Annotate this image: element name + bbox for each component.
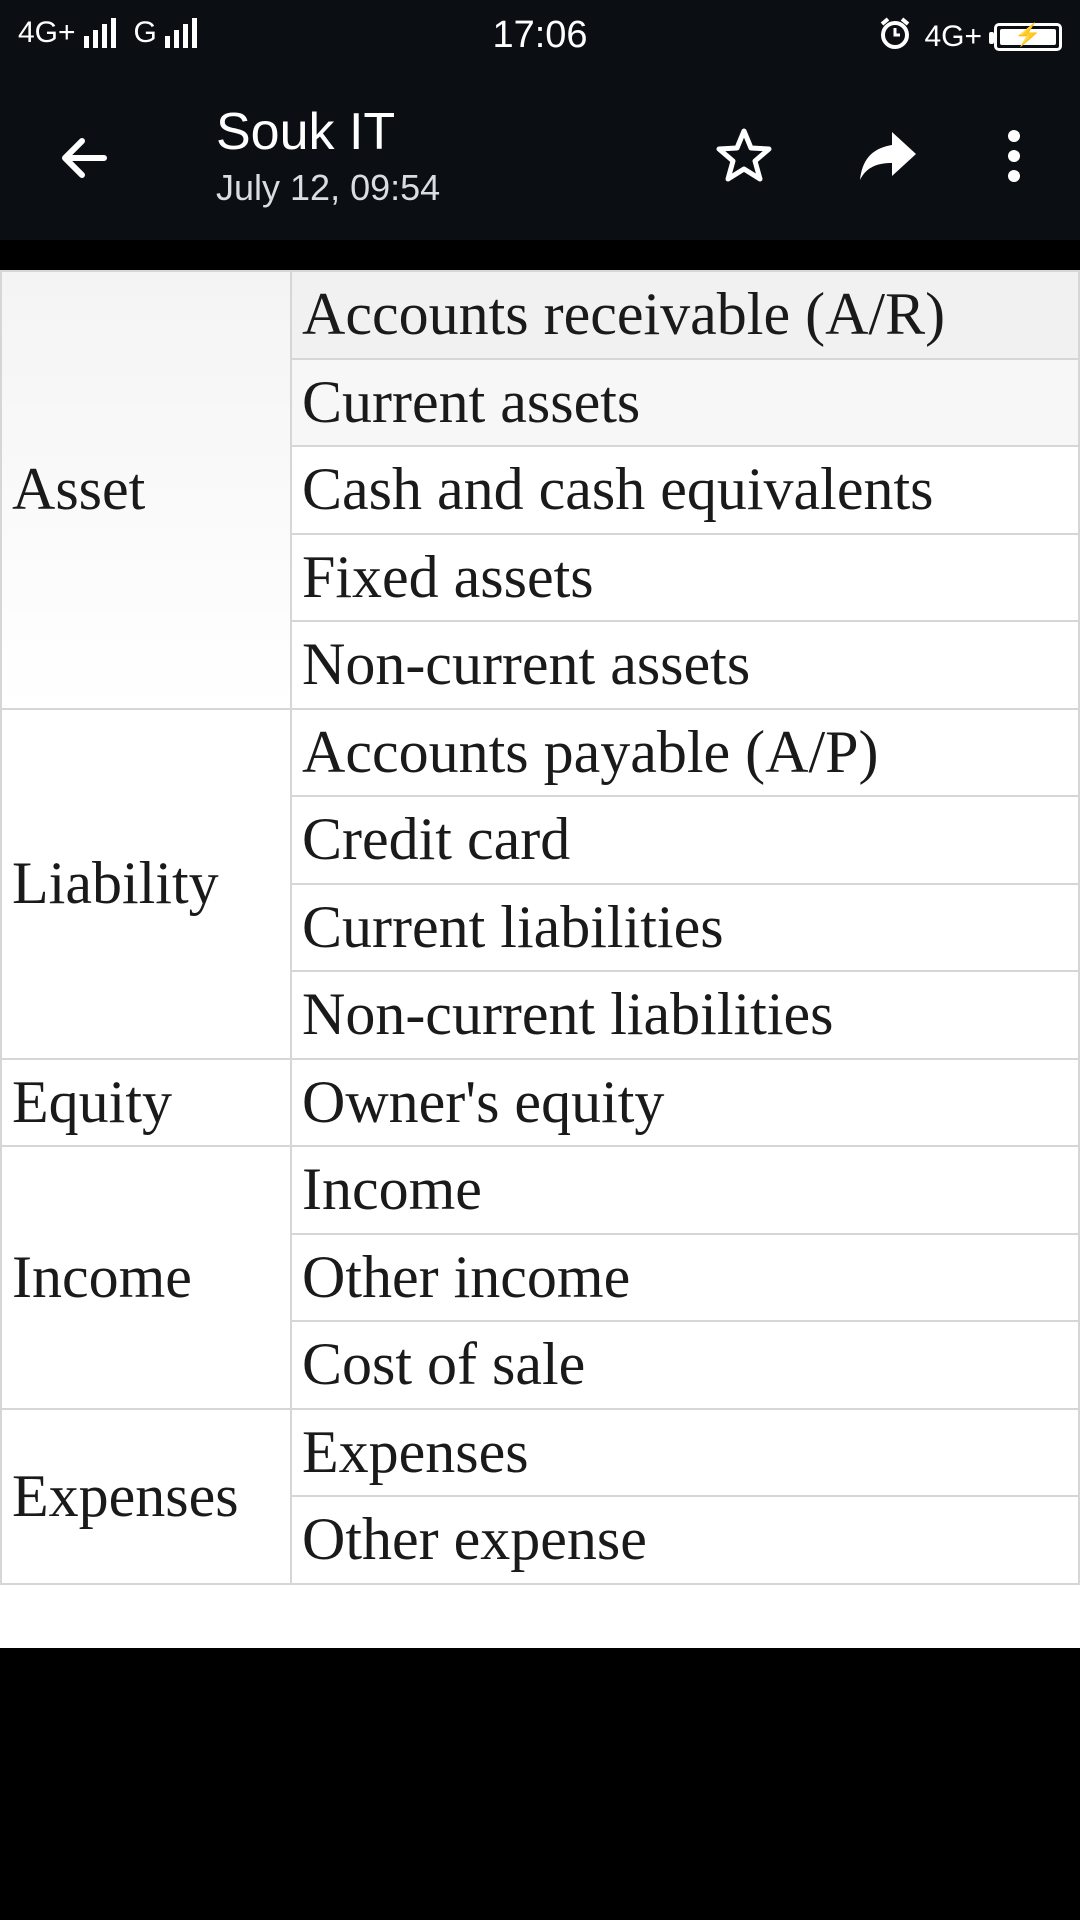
accounts-table-body: Asset Accounts receivable (A/R) Current as…	[0, 270, 1080, 1585]
table-row: Other income	[1, 1232, 1080, 1322]
account-cell: Accounts payable (A/P)	[290, 707, 1080, 797]
table-row: Non-current assets	[1, 620, 1080, 710]
status-bar: 4G+ G 17:06 4G+ ⚡	[0, 0, 1080, 76]
account-cell: Current assets	[290, 357, 1080, 447]
account-cell: Cost of sale	[290, 1320, 1080, 1410]
favorite-button[interactable]	[702, 114, 786, 198]
message-image[interactable]: Asset Accounts receivable (A/R) Current as…	[0, 270, 1080, 1648]
page-subtitle: July 12, 09:54	[216, 167, 441, 208]
signal-strength-icon	[164, 18, 197, 48]
share-icon	[860, 132, 916, 180]
table-row: Current liabilities	[1, 882, 1080, 972]
category-cell: Expenses	[0, 1407, 292, 1585]
alarm-icon	[878, 16, 912, 58]
star-icon	[716, 128, 772, 182]
account-cell: Current liabilities	[290, 882, 1080, 972]
back-arrow-icon	[62, 138, 107, 178]
category-cell: Liability	[0, 707, 292, 1060]
account-cell: Expenses	[290, 1407, 1080, 1497]
table-row: Expenses Expenses	[0, 1407, 1080, 1585]
account-cell: Owner's equity	[290, 1057, 1080, 1147]
app-bar: Souk IT July 12, 09:54	[0, 76, 1080, 240]
account-cell: Fixed assets	[290, 532, 1080, 622]
category-cell: Asset	[0, 270, 292, 710]
account-cell: Accounts receivable (A/R)	[290, 270, 1080, 360]
account-cell: Cash and cash equivalents	[290, 445, 1080, 535]
table-row: Cash and cash equivalents	[1, 445, 1080, 535]
forward-button[interactable]	[846, 114, 930, 198]
charging-bolt-icon: ⚡	[1014, 22, 1042, 47]
signal-strength-icon	[83, 18, 116, 48]
account-cell: Other expense	[290, 1495, 1080, 1585]
table-row: Current assets	[1, 357, 1080, 447]
battery-fill	[1000, 29, 1056, 45]
account-cell: Non-current assets	[290, 620, 1080, 710]
account-cell: Credit card	[290, 795, 1080, 885]
category-cell: Equity	[0, 1057, 292, 1147]
table-row: Liability Accounts payable (A/P)	[0, 707, 1080, 1060]
table-row: Income Income	[0, 1145, 1080, 1410]
accounts-table: Asset Accounts receivable (A/R) Current as…	[0, 270, 1080, 1585]
network-type-1: 4G+	[18, 16, 76, 49]
status-left: 4G+ G	[18, 16, 207, 50]
table-row: Fixed assets	[1, 532, 1080, 622]
table-row: Credit card	[1, 795, 1080, 885]
status-time: 17:06	[492, 14, 588, 56]
title-block: Souk IT July 12, 09:54	[216, 100, 440, 212]
back-button[interactable]	[42, 116, 126, 200]
table-row: Equity Owner's equity	[0, 1057, 1080, 1147]
category-cell: Income	[0, 1145, 292, 1410]
status-right: 4G+ ⚡	[878, 16, 1062, 58]
page-title: Souk IT	[216, 103, 396, 161]
network-type-2: G	[133, 16, 157, 49]
table-row: Asset Accounts receivable (A/R)	[0, 270, 1080, 710]
more-vert-icon	[1008, 130, 1020, 182]
empty-area	[0, 1648, 1080, 1920]
table-row: Cost of sale	[1, 1320, 1080, 1410]
table-row: Non-current liabilities	[1, 970, 1080, 1060]
account-cell: Other income	[290, 1232, 1080, 1322]
battery-icon: ⚡	[989, 22, 1062, 51]
more-options-button[interactable]	[972, 114, 1056, 198]
table-row: Other expense	[1, 1495, 1080, 1585]
account-cell: Income	[290, 1145, 1080, 1235]
account-cell: Non-current liabilities	[290, 970, 1080, 1060]
network-type-3: 4G+	[924, 20, 982, 53]
